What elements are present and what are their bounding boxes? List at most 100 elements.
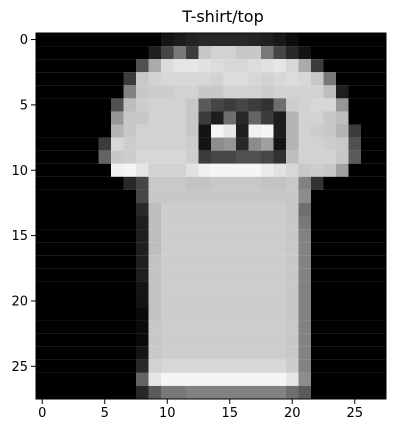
heatmap-cell xyxy=(336,150,349,164)
heatmap-cell xyxy=(86,163,99,177)
heatmap-cell xyxy=(236,372,249,386)
heatmap-cell xyxy=(298,85,312,99)
heatmap-cell xyxy=(61,320,74,334)
x-tick-label: 25 xyxy=(346,406,363,421)
heatmap-cell xyxy=(311,124,324,138)
heatmap-cell xyxy=(98,176,112,190)
heatmap-cell xyxy=(186,359,199,373)
heatmap-cell xyxy=(98,59,112,73)
heatmap-cell xyxy=(173,372,187,386)
heatmap-cell xyxy=(211,85,224,99)
heatmap-cell xyxy=(286,216,299,230)
heatmap-cell xyxy=(98,255,112,269)
heatmap-cell xyxy=(261,150,274,164)
heatmap-cell xyxy=(136,137,149,151)
heatmap-cell xyxy=(323,59,337,73)
heatmap-cell xyxy=(261,333,274,347)
heatmap-cell xyxy=(148,33,162,47)
heatmap-cell xyxy=(161,307,174,321)
heatmap-cell xyxy=(211,33,224,47)
heatmap-cell xyxy=(336,85,349,99)
heatmap-cell xyxy=(73,137,87,151)
heatmap-cell xyxy=(286,189,299,203)
heatmap-cell xyxy=(186,150,199,164)
heatmap-cell xyxy=(236,46,249,60)
heatmap-cell xyxy=(86,255,99,269)
heatmap-cell xyxy=(211,216,224,230)
heatmap-cell xyxy=(361,85,374,99)
heatmap-cell xyxy=(161,385,174,400)
heatmap-cell xyxy=(211,307,224,321)
heatmap-cell xyxy=(186,202,199,217)
heatmap-cell xyxy=(273,229,287,243)
heatmap-cell xyxy=(361,268,374,282)
heatmap-cell xyxy=(86,372,99,386)
heatmap-cell xyxy=(348,202,362,217)
heatmap-cell xyxy=(223,346,237,360)
heatmap-cell xyxy=(198,33,212,47)
heatmap-cell xyxy=(211,150,224,164)
heatmap-cell xyxy=(36,137,49,151)
heatmap-cell xyxy=(186,268,199,282)
heatmap-cell xyxy=(323,124,337,138)
heatmap-cell xyxy=(136,85,149,99)
heatmap-cell xyxy=(261,59,274,73)
heatmap-cell xyxy=(261,229,274,243)
heatmap-cell xyxy=(123,307,137,321)
heatmap-cell xyxy=(336,242,349,256)
heatmap-cell xyxy=(73,320,87,334)
heatmap-cell xyxy=(73,150,87,164)
heatmap-cell xyxy=(148,124,162,138)
heatmap-cell xyxy=(273,372,287,386)
heatmap-cell xyxy=(161,72,174,86)
heatmap-cell xyxy=(98,385,112,400)
heatmap-cell xyxy=(36,229,49,243)
heatmap-cell xyxy=(223,281,237,295)
heatmap-cell xyxy=(323,46,337,60)
heatmap-cell xyxy=(36,163,49,177)
heatmap-cell xyxy=(236,202,249,217)
heatmap-cell xyxy=(136,229,149,243)
heatmap-cell xyxy=(48,268,62,282)
heatmap-cell xyxy=(361,229,374,243)
heatmap-cell xyxy=(173,346,187,360)
heatmap-cell xyxy=(173,59,187,73)
heatmap-cell xyxy=(248,163,262,177)
heatmap-cell xyxy=(261,294,274,308)
heatmap-cell xyxy=(273,268,287,282)
heatmap-cell xyxy=(211,202,224,217)
heatmap-cell xyxy=(198,111,212,125)
heatmap-cell xyxy=(361,150,374,164)
heatmap-cell xyxy=(261,242,274,256)
y-tick-label: 20 xyxy=(11,294,28,309)
heatmap-cell xyxy=(361,111,374,125)
heatmap-cell xyxy=(361,137,374,151)
heatmap-cell xyxy=(248,307,262,321)
heatmap-cell xyxy=(336,255,349,269)
heatmap-cell xyxy=(48,307,62,321)
heatmap-cell xyxy=(198,85,212,99)
heatmap-cell xyxy=(136,150,149,164)
heatmap-cell xyxy=(373,255,387,269)
heatmap-cell xyxy=(286,385,299,400)
heatmap-cell xyxy=(198,176,212,190)
heatmap-cell xyxy=(123,137,137,151)
heatmap-cell xyxy=(198,59,212,73)
heatmap-cell xyxy=(148,202,162,217)
heatmap-cell xyxy=(173,33,187,47)
heatmap-cell xyxy=(336,359,349,373)
heatmap-cell xyxy=(61,46,74,60)
heatmap-cell xyxy=(48,124,62,138)
heatmap-cell xyxy=(73,202,87,217)
heatmap-cell xyxy=(298,72,312,86)
heatmap-cell xyxy=(248,216,262,230)
heatmap-cell xyxy=(61,359,74,373)
heatmap-cell xyxy=(311,46,324,60)
heatmap-cell xyxy=(48,189,62,203)
heatmap-cell xyxy=(86,137,99,151)
heatmap-cell xyxy=(161,98,174,112)
heatmap-cell xyxy=(111,294,124,308)
heatmap-cell xyxy=(336,385,349,400)
heatmap-cell xyxy=(323,372,337,386)
heatmap-cell xyxy=(348,385,362,400)
